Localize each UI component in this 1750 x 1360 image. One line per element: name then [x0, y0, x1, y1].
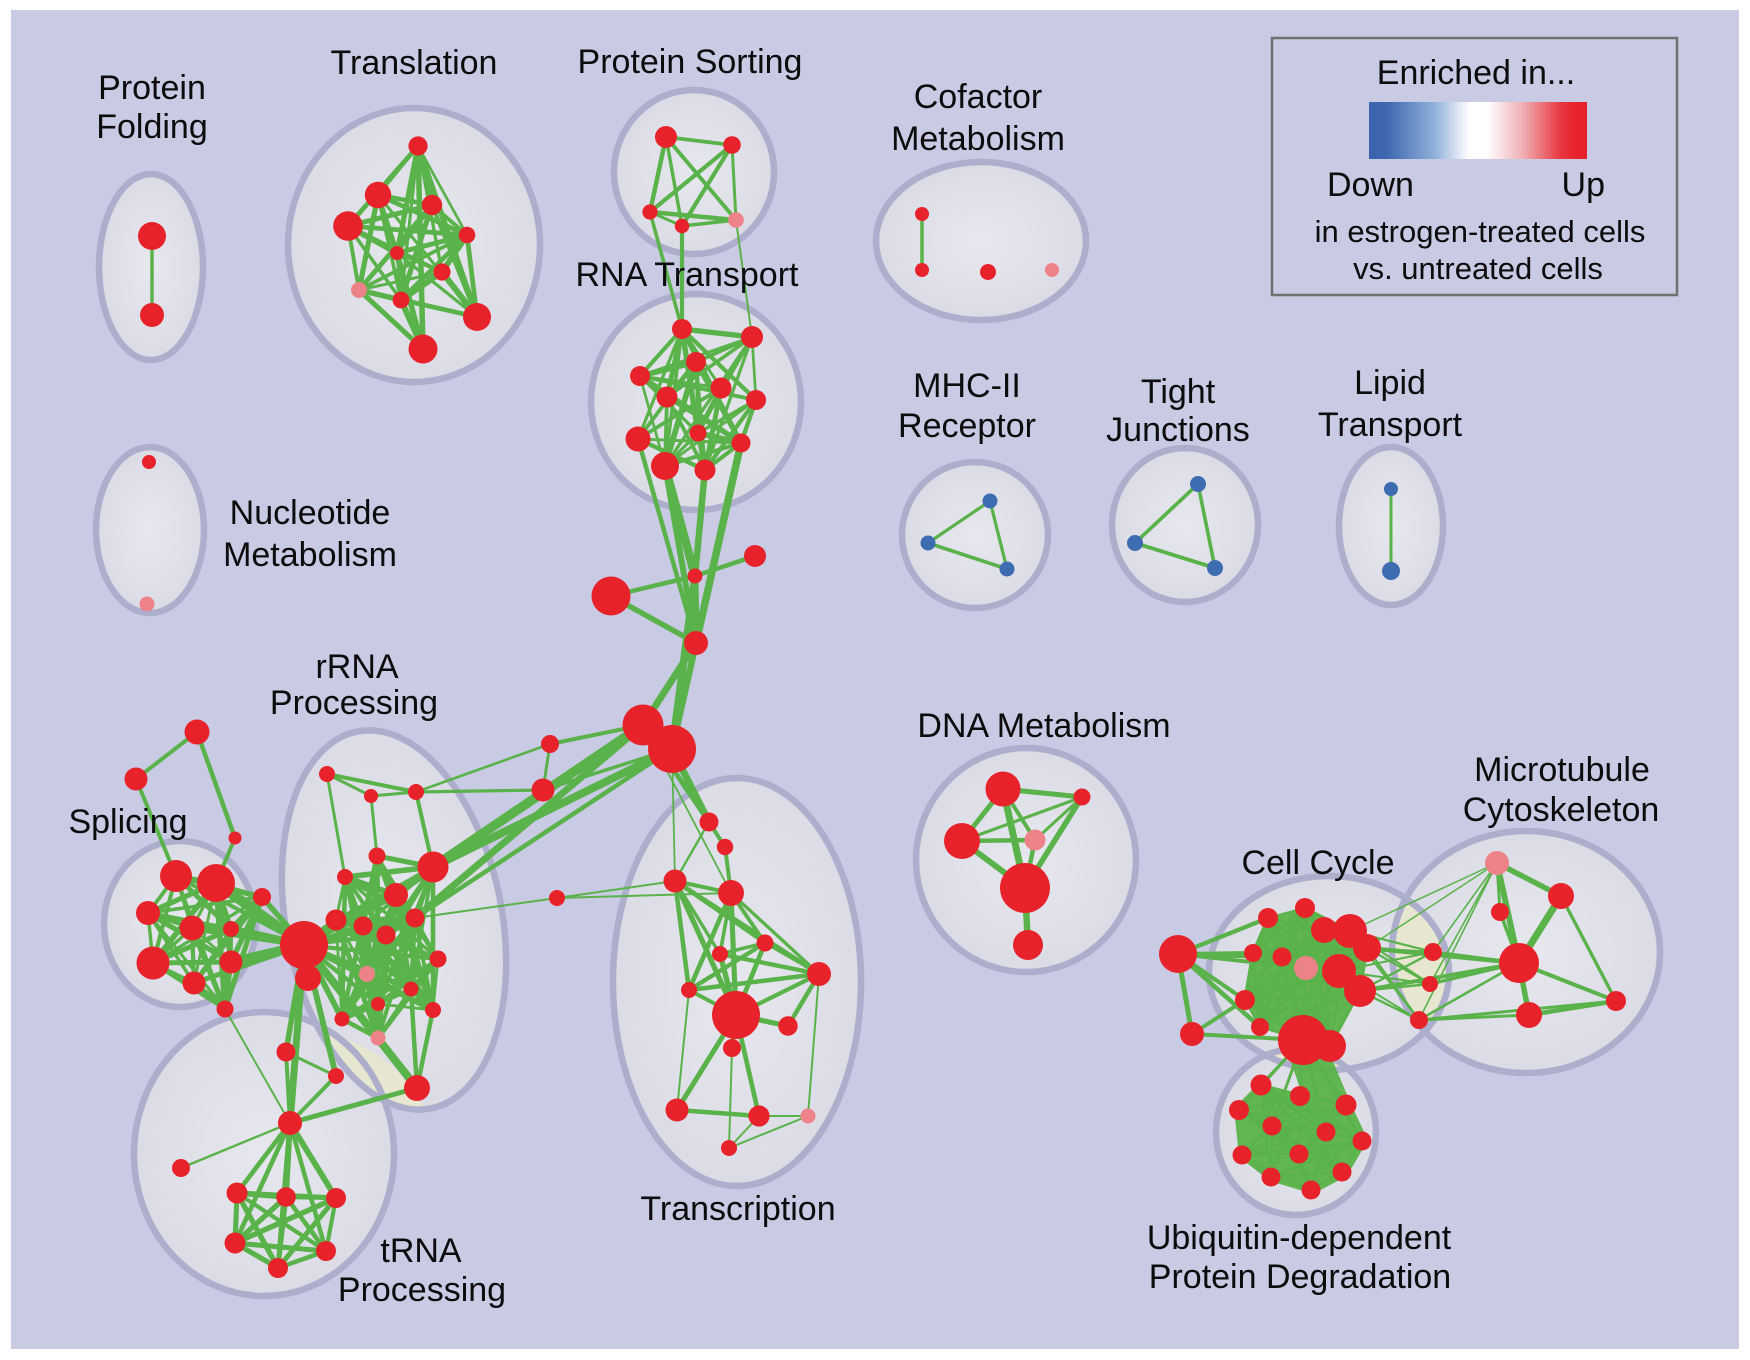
svg-text:Cofactor: Cofactor: [914, 78, 1043, 116]
svg-text:Lipid: Lipid: [1354, 364, 1426, 402]
svg-text:Microtubule: Microtubule: [1474, 751, 1650, 789]
svg-text:Processing: Processing: [270, 684, 438, 722]
svg-text:tRNA: tRNA: [380, 1232, 462, 1270]
svg-text:Transcription: Transcription: [640, 1190, 835, 1228]
svg-text:Translation: Translation: [331, 44, 498, 82]
svg-text:MHC-II: MHC-II: [913, 367, 1021, 405]
svg-text:Junctions: Junctions: [1106, 411, 1250, 449]
svg-text:Cell Cycle: Cell Cycle: [1241, 844, 1394, 882]
svg-text:Metabolism: Metabolism: [891, 120, 1065, 158]
svg-text:Protein: Protein: [98, 69, 206, 107]
svg-text:DNA Metabolism: DNA Metabolism: [917, 707, 1170, 745]
svg-text:Enriched in...: Enriched in...: [1377, 54, 1575, 92]
svg-text:RNA Transport: RNA Transport: [576, 256, 800, 294]
svg-text:rRNA: rRNA: [315, 648, 398, 686]
svg-text:Processing: Processing: [338, 1271, 506, 1309]
svg-text:Folding: Folding: [96, 108, 208, 146]
svg-text:Up: Up: [1562, 166, 1605, 204]
svg-text:Splicing: Splicing: [68, 803, 187, 841]
svg-text:Down: Down: [1327, 166, 1414, 204]
svg-text:Ubiquitin-dependent: Ubiquitin-dependent: [1147, 1219, 1452, 1257]
svg-text:Protein Sorting: Protein Sorting: [578, 43, 803, 81]
svg-text:Protein Degradation: Protein Degradation: [1149, 1258, 1451, 1296]
svg-text:Metabolism: Metabolism: [223, 536, 397, 574]
svg-text:vs. untreated cells: vs. untreated cells: [1353, 251, 1603, 286]
svg-text:Transport: Transport: [1318, 406, 1463, 444]
svg-text:Nucleotide: Nucleotide: [230, 494, 391, 532]
svg-text:Receptor: Receptor: [898, 407, 1036, 445]
svg-text:in estrogen-treated cells: in estrogen-treated cells: [1315, 214, 1646, 249]
svg-text:Tight: Tight: [1141, 373, 1216, 411]
svg-text:Cytoskeleton: Cytoskeleton: [1463, 791, 1660, 829]
